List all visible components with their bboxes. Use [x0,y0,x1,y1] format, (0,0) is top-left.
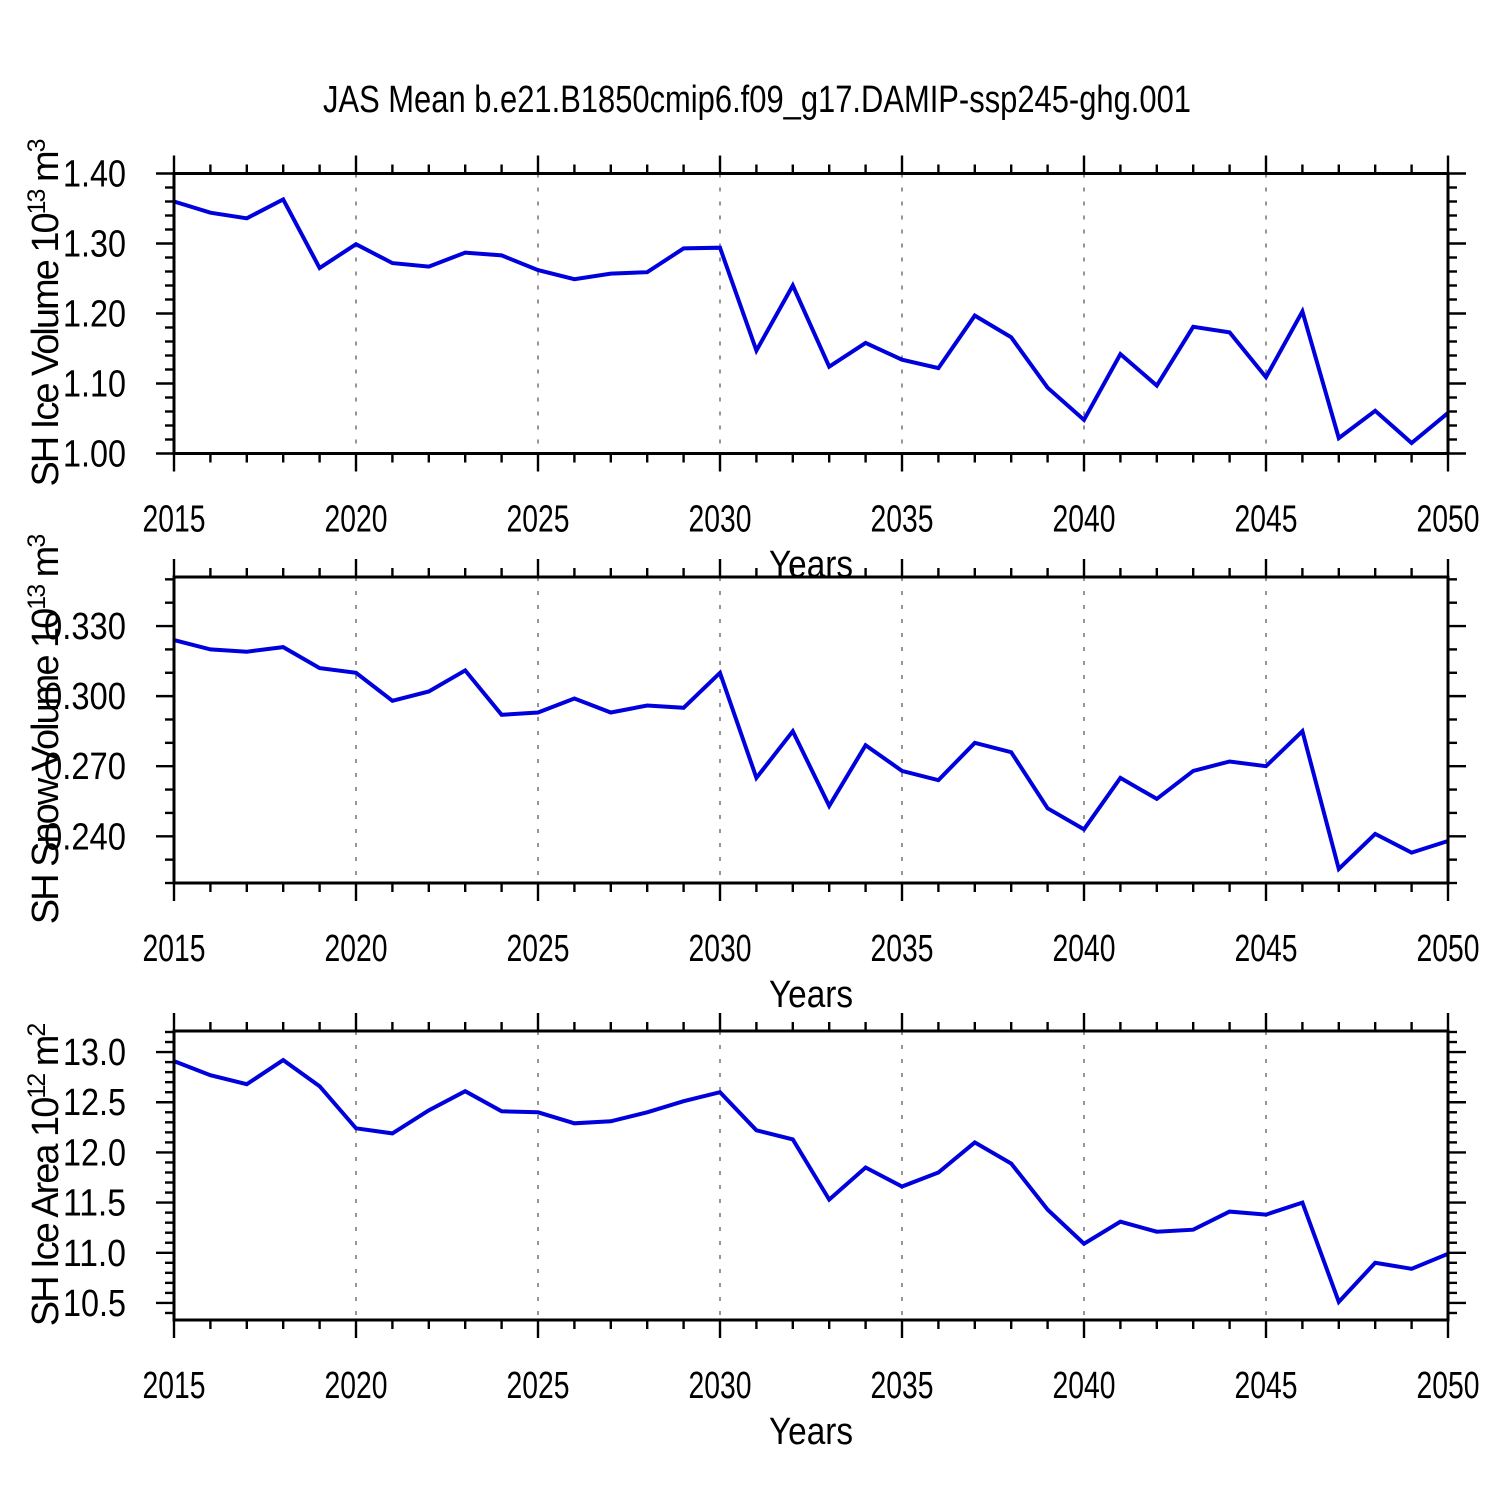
x-tick-label: 2040 [1053,499,1116,541]
x-tick-label: 2045 [1235,928,1298,970]
x-tick-label: 2025 [507,928,570,970]
x-tick-label: 2045 [1235,1365,1298,1407]
y-tick-label: 0.300 [44,676,126,718]
y-axis-label-superscript: 3 [23,535,51,548]
x-tick-label: 2020 [325,499,388,541]
panel-sh-ice-area: 10.5 11.0 11.5 12.0 12.5 13.0 2015 2020 2025 2030… [23,1013,1480,1407]
y-axis-label-text: SH Ice Volume 10 [25,214,67,487]
x-tick-label: 2040 [1053,1365,1116,1407]
plot-box [172,575,1450,885]
x-tick-label: 2020 [325,1365,388,1407]
x-tick-label: 2025 [507,1365,570,1407]
x-tick-label: 2015 [143,499,206,541]
x-tick-label: 2050 [1417,499,1480,541]
chart-title: JAS Mean b.e21.B1850cmip6.f09_g17.DAMIP-… [323,79,1191,121]
y-tick-label: 10.5 [63,1283,126,1325]
y-tick-label: 1.00 [63,434,126,476]
x-tick-label: 2050 [1417,928,1480,970]
x-tick-label: 2035 [871,499,934,541]
panels-group: 1.00 1.10 1.20 1.30 1.40 2015 2020 2025 2030 2035… [23,139,1480,1407]
y-tick-label: 1.20 [63,294,126,336]
y-axis-label-superscript: 12 [23,1074,51,1099]
y-tick-label: 13.0 [63,1032,126,1074]
y-axis-label: SH Ice Area 1012 m2 [23,1024,67,1327]
x-tick-label: 2015 [143,928,206,970]
data-line-sh-snow-volume [173,638,1449,873]
y-tick-label: 0.240 [44,816,126,858]
y-axis-label-superscript: 13 [23,189,51,214]
x-tick-label: 2015 [143,1365,206,1407]
x-tick-label: 2050 [1417,1365,1480,1407]
x-tick-label: 2030 [689,499,752,541]
x-tick-label: 2030 [689,928,752,970]
y-tick-label: 12.0 [63,1132,126,1174]
data-line-sh-ice-area [173,1057,1449,1306]
y-axis-label-text: m [25,152,67,191]
y-axis-label-superscript: 2 [23,1024,51,1037]
y-axis-label-text: m [25,547,67,586]
y-tick-label: 1.30 [63,224,126,266]
y-axis-label-text: m [25,1036,67,1075]
y-axis-label-text: SH Ice Area 10 [25,1098,67,1326]
y-axis-label: SH Ice Volume 1013 m3 [23,139,67,486]
x-tick-label: 2045 [1235,499,1298,541]
x-tick-label: 2035 [871,1365,934,1407]
y-axis-label: SH Snow Volume 1013 m3 [23,535,67,925]
y-axis-label-superscript: 3 [23,139,51,152]
x-tick-label: 2035 [871,928,934,970]
x-tick-label: 2025 [507,499,570,541]
x-tick-label: 2040 [1053,928,1116,970]
y-tick-label: 12.5 [63,1082,126,1124]
y-tick-label: 1.40 [63,154,126,196]
x-axis-label-panel3: Years [769,1411,853,1453]
x-tick-label: 2030 [689,1365,752,1407]
x-axis-label-panel1: Years [769,544,853,586]
y-tick-label: 11.5 [63,1183,126,1225]
x-axis-label-panel2: Years [769,974,853,1016]
panel-sh-snow-volume: 0.240 0.270 0.300 0.330 2015 2020 2025 2030 2035… [23,535,1480,970]
plot-box [172,1029,1450,1322]
y-tick-label: 11.0 [63,1233,126,1275]
data-line-sh-ice-volume [173,196,1450,446]
panel-sh-ice-volume: 1.00 1.10 1.20 1.30 1.40 2015 2020 2025 2030 2035… [23,139,1480,540]
y-axis-label-superscript: 13 [23,585,51,610]
y-tick-label: 0.330 [44,606,126,648]
y-axis-label-text: SH Snow Volume 10 [25,609,67,924]
y-tick-label: 1.10 [63,364,126,406]
x-tick-label: 2020 [325,928,388,970]
y-tick-label: 0.270 [44,746,126,788]
